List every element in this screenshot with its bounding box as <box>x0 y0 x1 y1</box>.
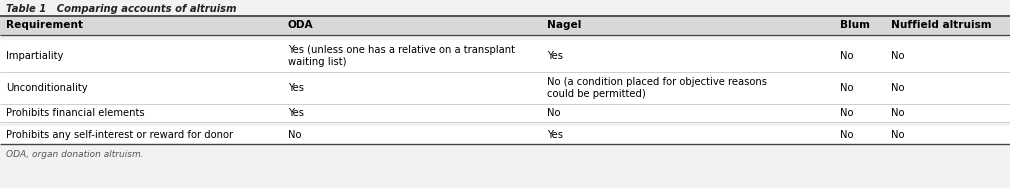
Text: ODA: ODA <box>288 20 313 30</box>
Text: Table 1   Comparing accounts of altruism: Table 1 Comparing accounts of altruism <box>6 4 236 14</box>
Bar <box>0 72 1010 104</box>
Text: Yes: Yes <box>547 130 564 140</box>
Text: Yes: Yes <box>547 51 564 61</box>
Text: No (a condition placed for objective reasons
could be permitted): No (a condition placed for objective rea… <box>547 77 768 99</box>
Text: Impartiality: Impartiality <box>6 51 64 61</box>
Text: Prohibits any self-interest or reward for donor: Prohibits any self-interest or reward fo… <box>6 130 233 140</box>
Text: Prohibits financial elements: Prohibits financial elements <box>6 108 144 118</box>
Text: Unconditionality: Unconditionality <box>6 83 88 93</box>
Text: Yes (unless one has a relative on a transplant
waiting list): Yes (unless one has a relative on a tran… <box>288 45 515 67</box>
Text: No: No <box>840 51 853 61</box>
Text: Requirement: Requirement <box>6 20 83 30</box>
Text: No: No <box>840 130 853 140</box>
Text: Nagel: Nagel <box>547 20 582 30</box>
Text: No: No <box>840 108 853 118</box>
Text: Nuffield altruism: Nuffield altruism <box>891 20 992 30</box>
Text: No: No <box>840 83 853 93</box>
Text: No: No <box>891 51 904 61</box>
Text: Yes: Yes <box>288 108 304 118</box>
Text: Blum: Blum <box>840 20 871 30</box>
Text: No: No <box>891 108 904 118</box>
Text: No: No <box>288 130 301 140</box>
Bar <box>0 104 1010 122</box>
Text: No: No <box>891 130 904 140</box>
Bar <box>0 16 1010 35</box>
Text: ODA, organ donation altruism.: ODA, organ donation altruism. <box>6 150 143 159</box>
Text: No: No <box>547 108 561 118</box>
Bar <box>0 40 1010 72</box>
Bar <box>0 126 1010 144</box>
Text: Yes: Yes <box>288 83 304 93</box>
Text: No: No <box>891 83 904 93</box>
